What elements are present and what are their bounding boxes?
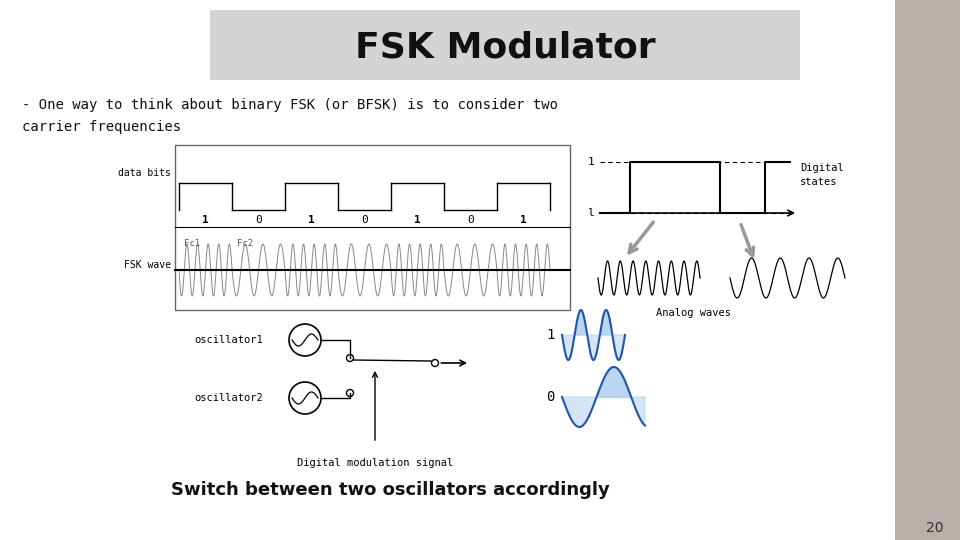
- Text: Fc1: Fc1: [184, 239, 200, 248]
- Text: 0: 0: [361, 215, 368, 225]
- Text: FSK Modulator: FSK Modulator: [354, 30, 656, 64]
- Text: 1: 1: [588, 157, 594, 167]
- Text: - One way to think about binary FSK (or BFSK) is to consider two
carrier frequen: - One way to think about binary FSK (or …: [22, 98, 558, 134]
- Text: 1: 1: [308, 215, 315, 225]
- Text: Switch between two oscillators accordingly: Switch between two oscillators according…: [171, 481, 610, 499]
- Text: data bits: data bits: [118, 168, 171, 178]
- Text: l: l: [588, 208, 594, 218]
- Text: states: states: [800, 177, 837, 187]
- Text: oscillator2: oscillator2: [195, 393, 263, 403]
- Text: 0: 0: [468, 215, 474, 225]
- Text: Digital modulation signal: Digital modulation signal: [297, 458, 453, 468]
- Text: 1: 1: [546, 328, 554, 342]
- Text: oscillator1: oscillator1: [195, 335, 263, 345]
- Bar: [175, 145, 570, 310]
- Text: Digital: Digital: [800, 163, 844, 173]
- Text: 1: 1: [414, 215, 420, 225]
- Text: 0: 0: [255, 215, 262, 225]
- Text: Analog waves: Analog waves: [656, 308, 731, 318]
- Text: 0: 0: [546, 390, 554, 404]
- Text: FSK wave: FSK wave: [124, 260, 171, 270]
- Text: Fc2: Fc2: [237, 239, 253, 248]
- Bar: [895, 0, 960, 540]
- Text: 1: 1: [520, 215, 527, 225]
- Text: 20: 20: [926, 521, 944, 535]
- Text: 1: 1: [203, 215, 209, 225]
- Bar: [210, 10, 800, 80]
